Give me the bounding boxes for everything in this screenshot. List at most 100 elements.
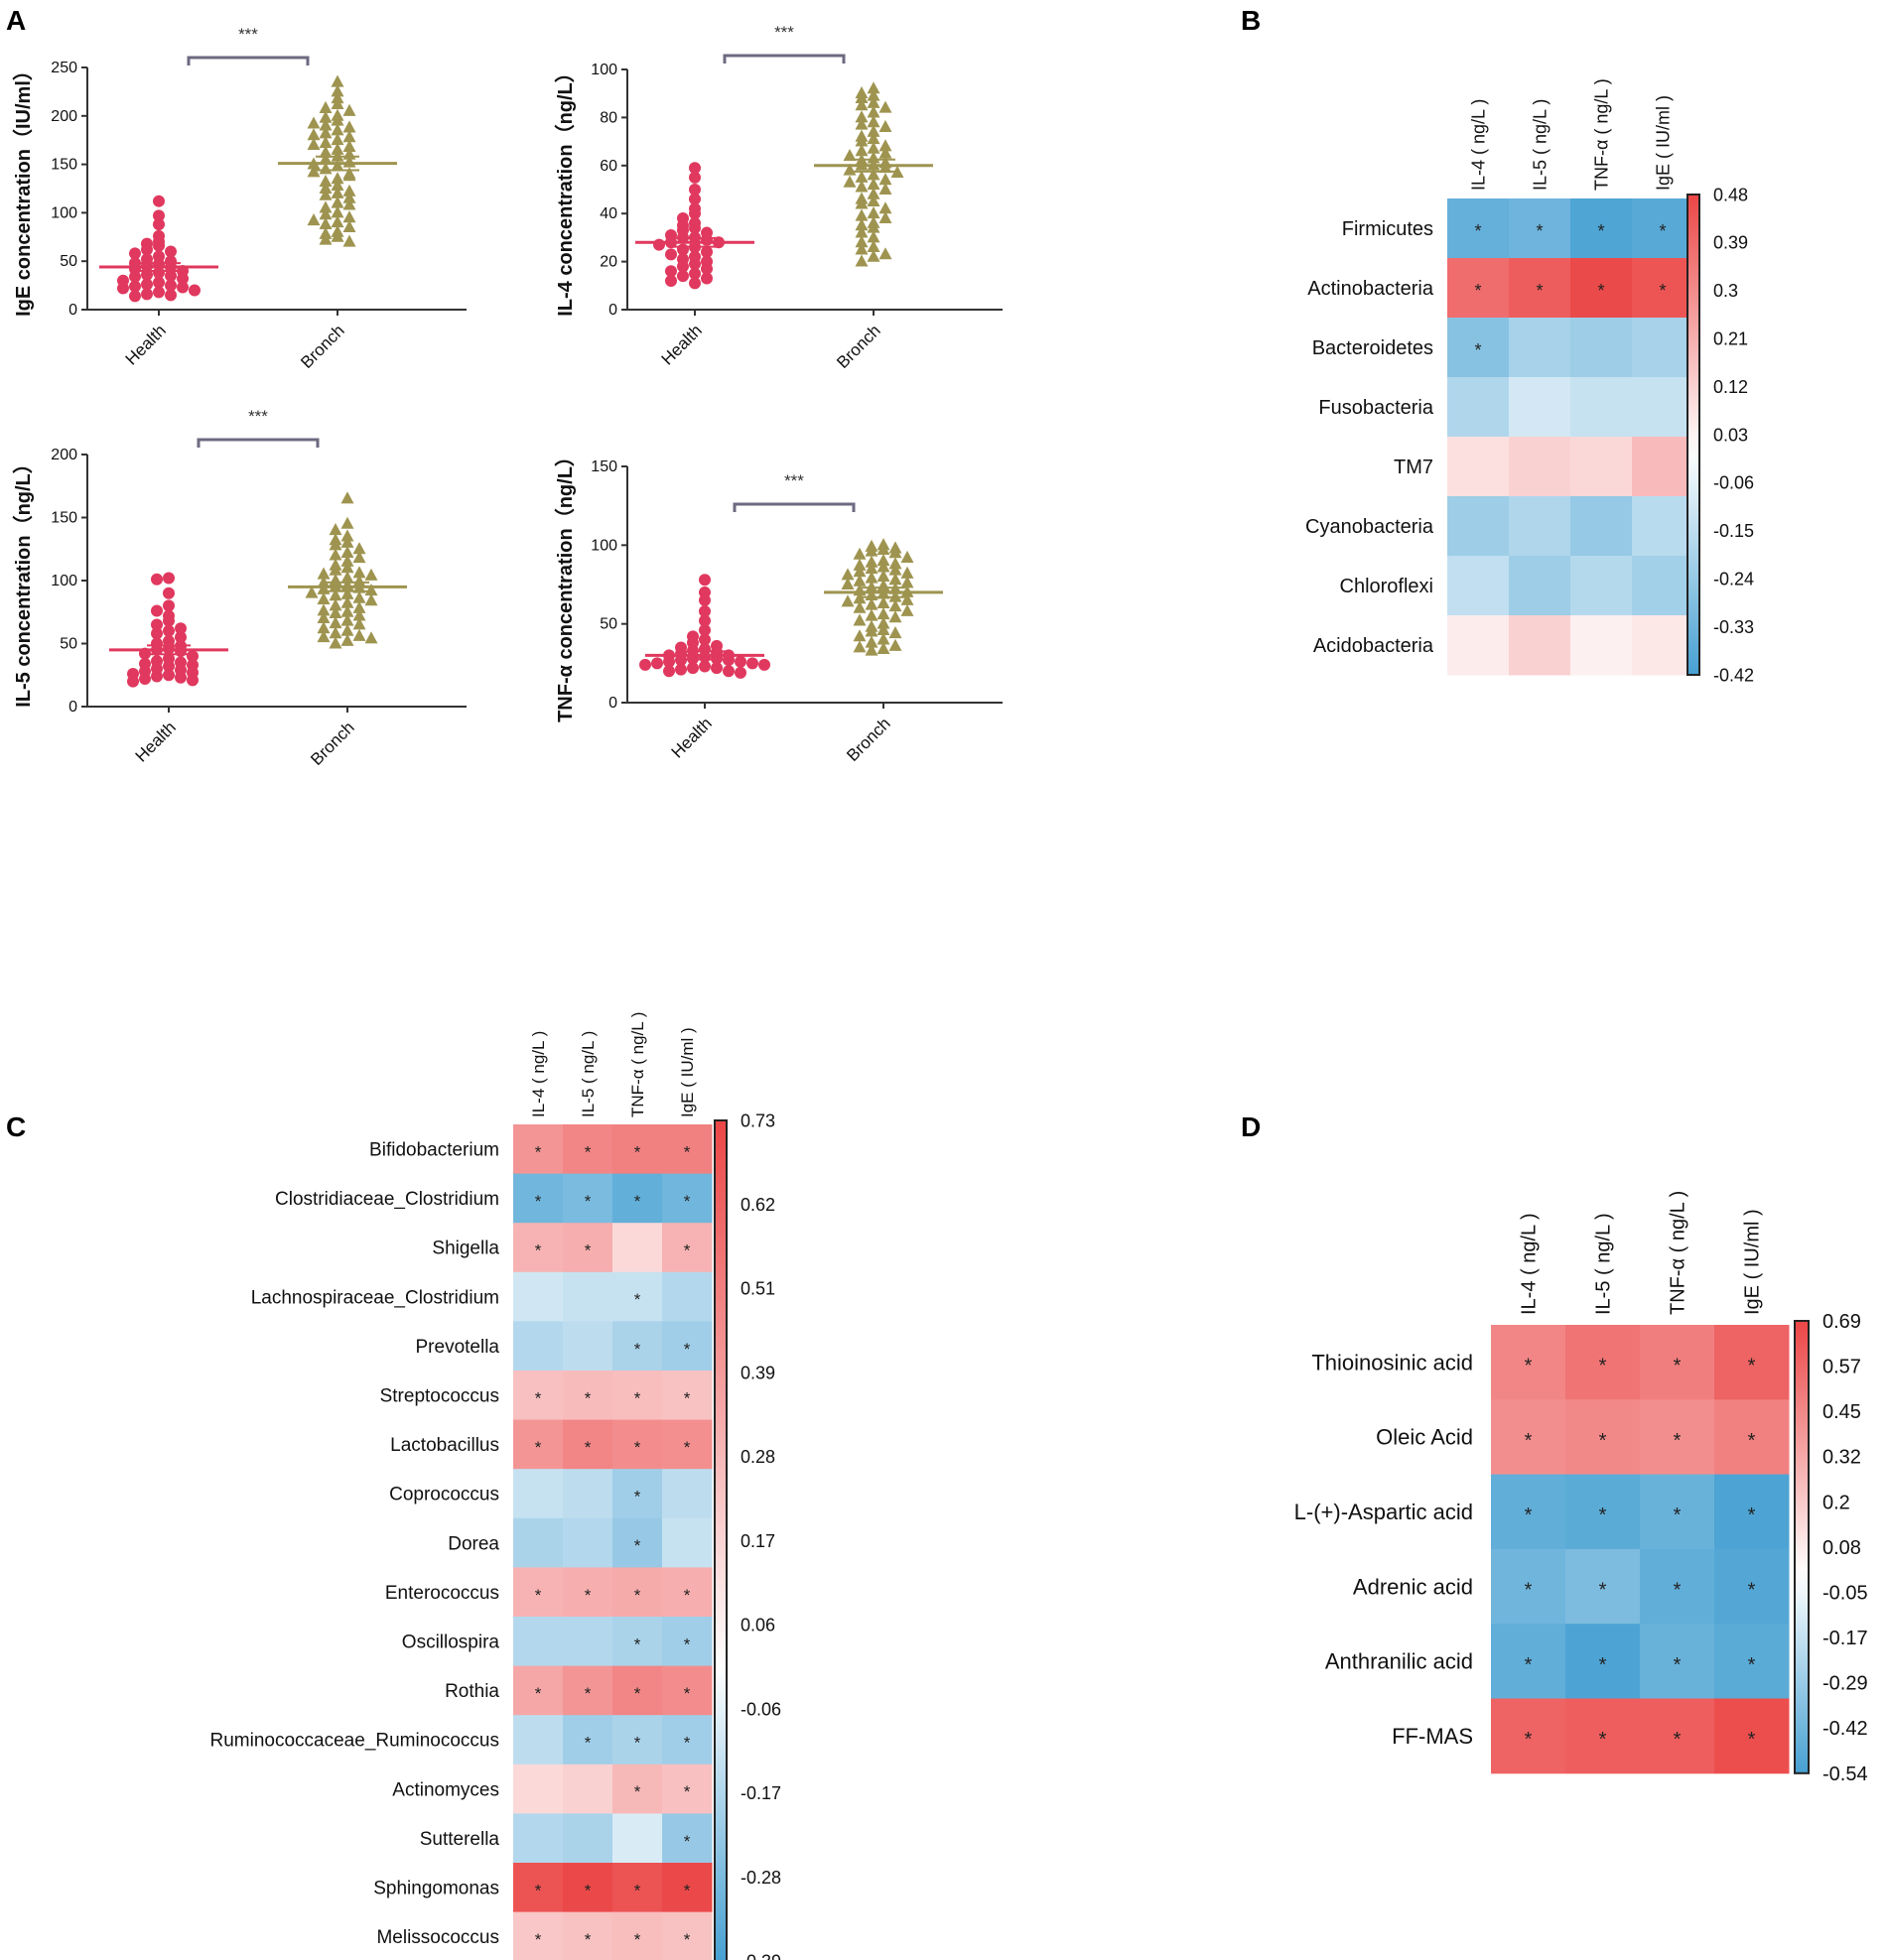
y-tick-label: 0 xyxy=(68,699,77,716)
significance-star: * xyxy=(1674,1654,1682,1676)
significance-star: * xyxy=(634,1684,641,1703)
bronch-point xyxy=(878,100,892,113)
scatter-plot-2: 0 20 40 60 80 100 IL-4 concentration（ng/L） Heal… xyxy=(554,23,1003,372)
health-point xyxy=(141,243,153,256)
bronch-point xyxy=(853,613,867,626)
heatmap-row-label: Actinobacteria xyxy=(1307,278,1434,300)
health-point xyxy=(699,604,711,617)
significance-star: * xyxy=(535,1930,542,1949)
bronch-point xyxy=(340,561,354,574)
health-point xyxy=(151,618,163,631)
bronch-point xyxy=(877,560,890,573)
heatmap-cell xyxy=(1565,1474,1641,1550)
significance-star: * xyxy=(634,1634,641,1653)
heatmap-cell xyxy=(563,1469,613,1519)
heatmap-cell xyxy=(1447,377,1510,438)
significance-star: * xyxy=(1674,1430,1682,1452)
health-point xyxy=(175,622,187,635)
bronch-point xyxy=(364,593,378,606)
health-point xyxy=(129,280,141,293)
significance-star: * xyxy=(684,1734,691,1753)
significance-star: * xyxy=(684,1930,691,1949)
bronch-point xyxy=(317,621,331,634)
significance-star: * xyxy=(684,1388,691,1407)
bronch-point xyxy=(331,133,344,146)
bronch-point xyxy=(340,623,354,636)
heatmap-cell xyxy=(1632,437,1694,497)
significance-star: * xyxy=(1597,221,1604,241)
health-point xyxy=(175,631,187,644)
significance-star: * xyxy=(535,1586,542,1605)
bronch-point xyxy=(305,586,319,598)
bronch-point xyxy=(352,550,366,564)
significance-star: * xyxy=(684,1142,691,1161)
y-tick-label: 0 xyxy=(68,302,77,319)
scatter-plot-1: 0 50 100 150 200 250 IgE concentration（IU/ml） H… xyxy=(12,25,467,372)
heatmap-column-label: TNF-α ( ng/L ) xyxy=(628,1012,647,1117)
significance-star: * xyxy=(634,1734,641,1753)
health-point xyxy=(163,572,175,585)
bronch-point xyxy=(867,194,880,207)
health-point xyxy=(677,270,689,283)
health-point xyxy=(177,281,189,294)
significance-star: * xyxy=(684,1782,691,1801)
bronch-point xyxy=(865,597,878,610)
health-point xyxy=(151,627,163,640)
heatmap-cell xyxy=(612,1517,663,1568)
x-category-label: Health xyxy=(122,321,170,368)
health-point xyxy=(165,245,177,258)
x-category-label: Bronch xyxy=(843,714,894,765)
colorbar-tick-label: -0.29 xyxy=(1822,1673,1868,1695)
bronch-point xyxy=(877,641,890,655)
bronch-point xyxy=(307,137,321,151)
significance-star: * xyxy=(634,1388,641,1407)
heatmap-cell xyxy=(612,1911,663,1960)
heatmap-cell xyxy=(563,1911,613,1960)
bronch-point xyxy=(841,577,855,589)
y-tick-label: 100 xyxy=(591,62,617,78)
significance-star: * xyxy=(535,1142,542,1161)
heatmap-cell xyxy=(1565,1548,1641,1625)
bronch-point xyxy=(319,200,333,213)
heatmap-cell xyxy=(1640,1325,1715,1400)
bronch-point xyxy=(329,636,342,649)
heatmap-column-label: TNF-α ( ng/L ) xyxy=(1668,1191,1689,1315)
significance-star: * xyxy=(1659,221,1666,241)
colorbar-tick-label: -0.17 xyxy=(1822,1628,1868,1649)
bronch-point xyxy=(867,239,880,253)
heatmap-cell xyxy=(1565,1624,1641,1699)
heatmap-row-label: Oleic Acid xyxy=(1376,1425,1473,1450)
health-point xyxy=(699,614,711,627)
bronch-point xyxy=(331,229,344,242)
significance-star: * xyxy=(634,1536,641,1555)
bronch-point xyxy=(867,220,880,233)
colorbar-tick-label: 0.06 xyxy=(741,1616,775,1635)
colorbar-tick-label: 0.28 xyxy=(741,1447,775,1467)
significance-star: * xyxy=(1525,1654,1533,1676)
bronch-point xyxy=(340,571,354,584)
significance-star: * xyxy=(1474,340,1481,360)
heatmap-cell xyxy=(1570,556,1633,616)
bronch-point xyxy=(841,568,855,581)
heatmap-cell xyxy=(1447,258,1510,319)
bronch-point xyxy=(865,624,878,637)
significance-star: * xyxy=(1525,1729,1533,1751)
colorbar-tick-label: 0.32 xyxy=(1822,1447,1861,1469)
health-point xyxy=(163,587,175,599)
y-tick-label: 250 xyxy=(51,60,77,76)
heatmap-cell xyxy=(662,1321,713,1372)
bronch-point xyxy=(855,208,869,221)
bronch-point xyxy=(329,588,342,601)
y-tick-label: 150 xyxy=(51,157,77,174)
heatmap-cell xyxy=(1509,377,1571,438)
health-point xyxy=(677,260,689,273)
bronch-point xyxy=(331,172,344,185)
heatmap-cell xyxy=(513,1371,564,1421)
health-point xyxy=(117,282,129,295)
health-point xyxy=(141,288,153,301)
health-point xyxy=(187,650,199,663)
heatmap-cell xyxy=(1509,318,1571,378)
heatmap-cell xyxy=(612,1223,663,1273)
health-point xyxy=(689,193,701,205)
significance-star: * xyxy=(1525,1430,1533,1452)
